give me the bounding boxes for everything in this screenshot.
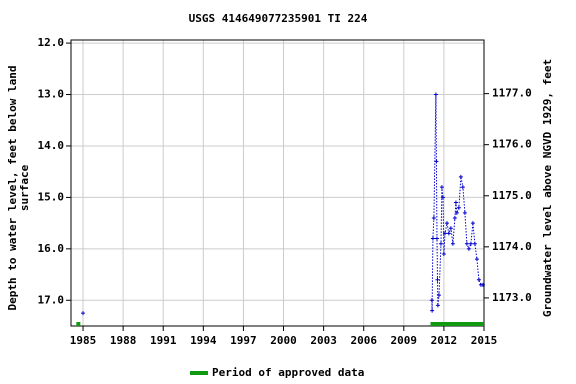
data-point — [433, 92, 438, 97]
y-tick-label: 15.0 — [38, 190, 65, 203]
data-point — [439, 185, 444, 190]
data-point — [81, 311, 86, 316]
data-point — [470, 221, 475, 226]
data-point — [468, 241, 473, 246]
data-point — [429, 298, 434, 303]
data-point — [448, 226, 453, 231]
x-tick-label: 1985 — [70, 334, 97, 347]
x-tick-label: 2006 — [350, 334, 377, 347]
data-point — [452, 215, 457, 220]
chart-title: USGS 414649077235901 TI 224 — [189, 12, 368, 25]
data-point — [460, 185, 465, 190]
data-point — [430, 236, 435, 241]
data-point — [456, 205, 461, 210]
plot-frame — [70, 39, 485, 327]
data-point — [442, 231, 447, 236]
data-point — [464, 241, 469, 246]
data-point — [466, 246, 471, 251]
approved-period — [430, 322, 484, 326]
y2-tick-label: 1175.0 — [492, 189, 532, 202]
data-point — [434, 236, 439, 241]
data-point — [454, 210, 459, 215]
y2-tick-label: 1174.0 — [492, 240, 532, 253]
data-point — [462, 210, 467, 215]
y-tick-label: 12.0 — [38, 36, 65, 49]
data-point — [450, 241, 455, 246]
data-point — [453, 200, 458, 205]
x-tick-label: 1997 — [230, 334, 257, 347]
data-point — [430, 308, 435, 313]
data-point — [480, 282, 485, 287]
x-tick-label: 2000 — [270, 334, 297, 347]
x-tick-label: 1991 — [150, 334, 177, 347]
data-point — [458, 174, 463, 179]
data-point — [444, 221, 449, 226]
y-axis-label: surface — [18, 164, 31, 211]
data-point — [440, 195, 445, 200]
x-tick-label: 2012 — [431, 334, 458, 347]
y2-axis-label: Groundwater level above NGVD 1929, feet — [541, 59, 554, 317]
legend-label: Period of approved data — [212, 366, 364, 379]
x-tick-label: 2015 — [471, 334, 498, 347]
data-point — [476, 277, 481, 282]
x-tick-label: 1994 — [190, 334, 217, 347]
approved-period — [76, 322, 81, 326]
x-tick-label: 1988 — [110, 334, 137, 347]
x-tick-label: 2003 — [310, 334, 337, 347]
data-point — [474, 257, 479, 262]
data-point — [441, 251, 446, 256]
y2-tick-label: 1173.0 — [492, 291, 532, 304]
y2-tick-label: 1177.0 — [492, 87, 532, 100]
data-point — [435, 277, 440, 282]
data-point — [435, 303, 440, 308]
data-point — [431, 215, 436, 220]
y-axis-label: Depth to water level, feet below land — [6, 65, 19, 310]
data-point — [472, 241, 477, 246]
y-tick-label: 17.0 — [38, 293, 65, 306]
y2-tick-label: 1176.0 — [492, 138, 532, 151]
y-tick-label: 14.0 — [38, 139, 65, 152]
y-tick-label: 16.0 — [38, 242, 65, 255]
x-tick-label: 2009 — [391, 334, 418, 347]
data-point — [446, 231, 451, 236]
data-point — [438, 241, 443, 246]
y-tick-label: 13.0 — [38, 88, 65, 101]
data-point — [434, 159, 439, 164]
data-point — [436, 293, 441, 298]
